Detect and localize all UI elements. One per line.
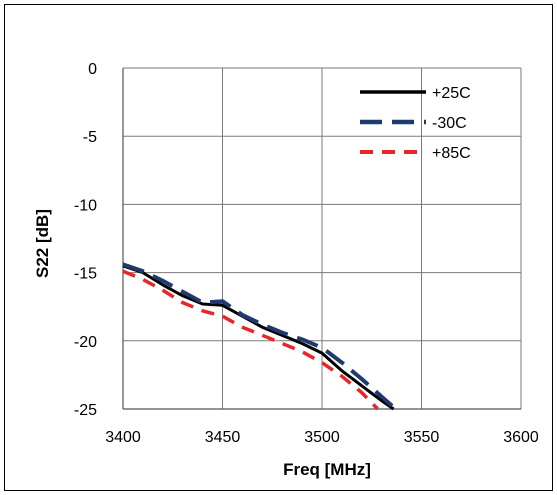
legend-label: +85C [432, 145, 471, 162]
x-tick-label: 3600 [503, 429, 539, 446]
y-axis-title: S22 [dB] [33, 209, 52, 278]
series-line-85c [122, 269, 379, 411]
y-tick-label: -20 [74, 334, 97, 351]
x-tick-label: 3500 [304, 429, 340, 446]
x-tick-label: 3400 [105, 429, 141, 446]
legend-label: +25C [432, 85, 471, 102]
y-tick-label: 0 [88, 61, 97, 78]
series-line-30c [122, 262, 397, 411]
y-tick-label: -10 [74, 197, 97, 214]
x-tick-label: 3550 [404, 429, 440, 446]
x-tick-label: 3450 [205, 429, 241, 446]
series-line-25c [122, 264, 395, 411]
chart-frame [4, 4, 553, 491]
y-tick-label: -15 [74, 266, 97, 283]
y-tick-label: -25 [74, 402, 97, 419]
y-tick-label: -5 [83, 129, 97, 146]
x-axis-title: Freq [MHz] [283, 460, 371, 479]
legend-label: -30C [432, 115, 467, 132]
